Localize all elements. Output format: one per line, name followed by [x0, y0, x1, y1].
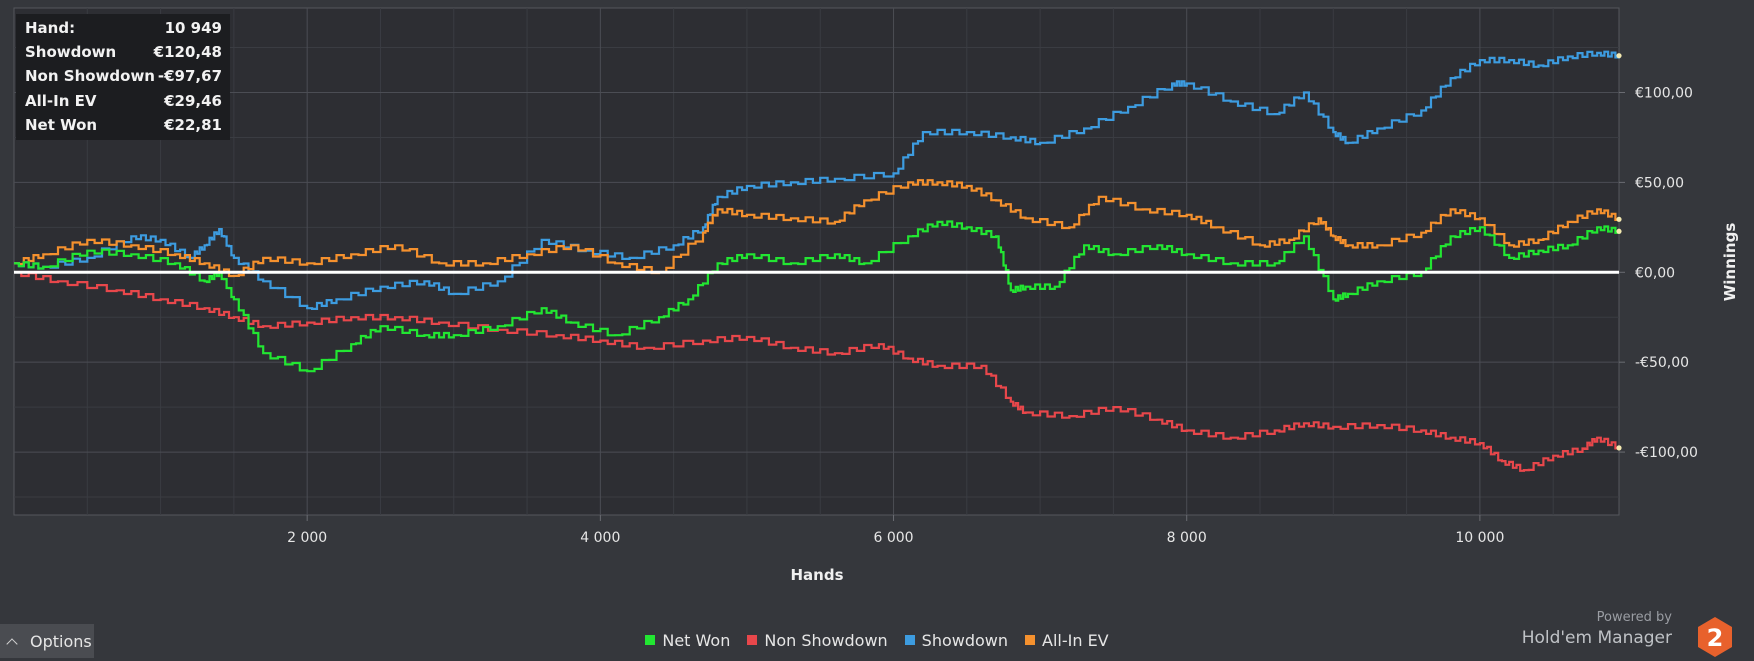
- info-value: €22,81: [164, 115, 222, 134]
- series-end-point-all-in-ev: [1616, 216, 1622, 222]
- series-line-showdown: [14, 50, 1621, 310]
- info-row-non-showdown: Non Showdown -€97,67: [25, 64, 222, 88]
- logo-text: 2: [1707, 624, 1724, 652]
- info-row-showdown: Showdown €120,48: [25, 40, 222, 64]
- legend-label: Showdown: [921, 630, 1009, 650]
- tick-labels: 2 000 4 000 6 000 8 000 10 000 €100,00 €50,00 €…: [287, 86, 1698, 547]
- legend-item-net-won[interactable]: Net Won: [645, 628, 730, 652]
- legend-swatch: [904, 635, 915, 645]
- x-tick-label: 6 000: [873, 530, 913, 546]
- legend-item-non-showdown[interactable]: Non Showdown: [747, 628, 888, 652]
- y-axis-title: Winnings: [1721, 223, 1739, 302]
- info-value: -€97,67: [157, 67, 222, 86]
- y-tick-label: -€100,00: [1635, 445, 1698, 461]
- x-tick-label: 4 000: [580, 530, 620, 546]
- legend-swatch: [747, 635, 758, 645]
- info-value: €29,46: [164, 91, 222, 110]
- series-line-net-won: [14, 220, 1621, 373]
- branding: Powered by Hold'em Manager 2: [1500, 610, 1754, 658]
- legend-item-all-in-ev[interactable]: All-In EV: [1025, 628, 1109, 652]
- series-line-non-showdown: [14, 271, 1621, 472]
- info-label: All-In EV: [25, 91, 97, 110]
- hm2-logo-icon: 2: [1698, 617, 1732, 657]
- info-value: €120,48: [153, 43, 222, 62]
- info-row-hand: Hand: 10 949: [25, 16, 222, 40]
- legend-swatch: [1025, 635, 1036, 645]
- series-line-all-in-ev: [14, 179, 1621, 278]
- info-value: 10 949: [164, 19, 222, 37]
- options-label: Options: [30, 631, 92, 651]
- x-axis-title: Hands: [790, 566, 843, 584]
- end-markers: [1616, 53, 1622, 451]
- series-end-point-non-showdown: [1616, 445, 1622, 451]
- info-label: Showdown: [25, 43, 117, 62]
- info-label: Net Won: [25, 115, 98, 134]
- brand-name: Hold'em Manager: [1521, 628, 1672, 648]
- series-end-point-showdown: [1616, 53, 1622, 59]
- info-row-all-in-ev: All-In EV €29,46: [25, 89, 222, 113]
- y-tick-label: €100,00: [1635, 86, 1693, 102]
- y-tick-label: €0,00: [1635, 265, 1675, 281]
- options-button[interactable]: Options: [0, 624, 94, 658]
- legend-label: All-In EV: [1042, 630, 1109, 650]
- x-tick-label: 10 000: [1455, 530, 1504, 546]
- legend-label: Net Won: [662, 630, 731, 650]
- info-label: Non Showdown: [25, 67, 155, 86]
- y-tick-label: -€50,00: [1635, 355, 1689, 371]
- info-label: Hand:: [25, 19, 76, 37]
- hand-info-box: Hand: 10 949 Showdown €120,48 Non Showdo…: [16, 14, 230, 140]
- chart-legend: Net Won Non Showdown Showdown All-In EV: [0, 628, 1754, 652]
- logo-hexagon: [1698, 617, 1732, 657]
- series-end-point-net-won: [1616, 228, 1622, 234]
- y-tick-label: €50,00: [1635, 175, 1684, 191]
- x-tick-label: 2 000: [287, 530, 327, 546]
- legend-label: Non Showdown: [764, 630, 888, 650]
- powered-by-text: Powered by: [1596, 610, 1672, 625]
- x-tick-label: 8 000: [1167, 530, 1207, 546]
- series-lines: [14, 50, 1621, 472]
- legend-item-showdown[interactable]: Showdown: [904, 628, 1009, 652]
- info-row-net-won: Net Won €22,81: [25, 113, 222, 137]
- chevron-up-icon: [6, 637, 18, 650]
- legend-swatch: [645, 635, 656, 645]
